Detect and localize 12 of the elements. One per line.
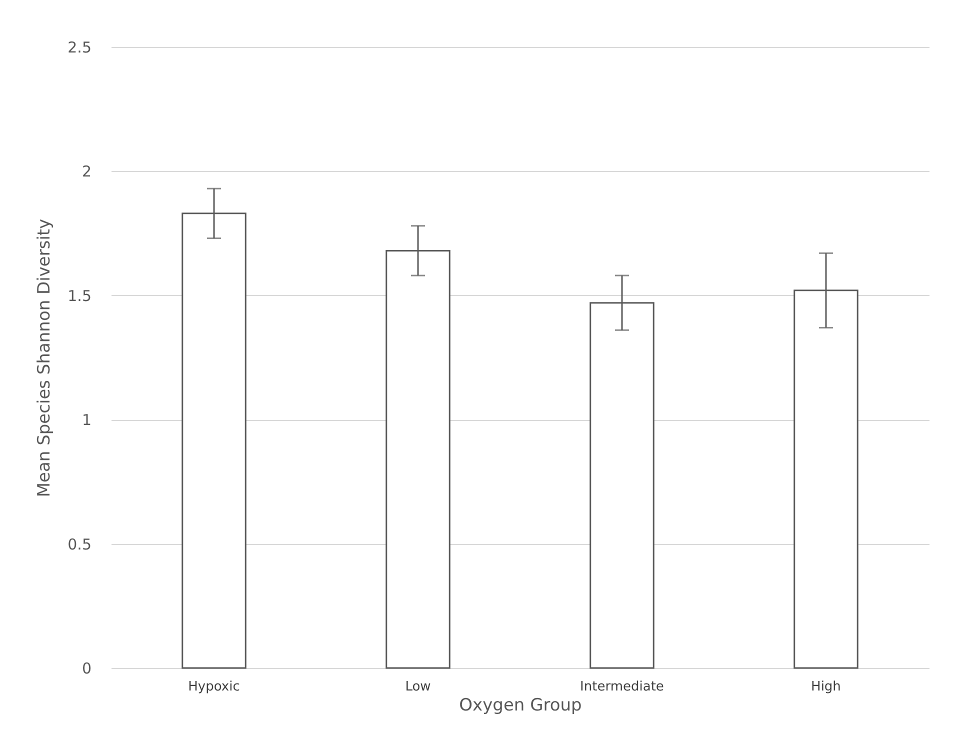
y-tick-label: 0 [82, 660, 92, 678]
x-tick-label: Intermediate [580, 680, 664, 694]
x-tick-label: High [811, 680, 841, 694]
y-tick-label: 2 [82, 162, 92, 181]
y-axis-title: Mean Species Shannon Diversity [34, 218, 55, 498]
y-tick-label: 0.5 [68, 535, 92, 554]
x-tick-label: Hypoxic [188, 680, 240, 694]
x-tick-label: Low [405, 680, 432, 694]
y-tick-label: 2.5 [68, 38, 92, 56]
x-axis-title: Oxygen Group [459, 696, 582, 716]
y-tick-label: 1 [82, 411, 92, 430]
y-tick-label: 1.5 [68, 286, 92, 305]
